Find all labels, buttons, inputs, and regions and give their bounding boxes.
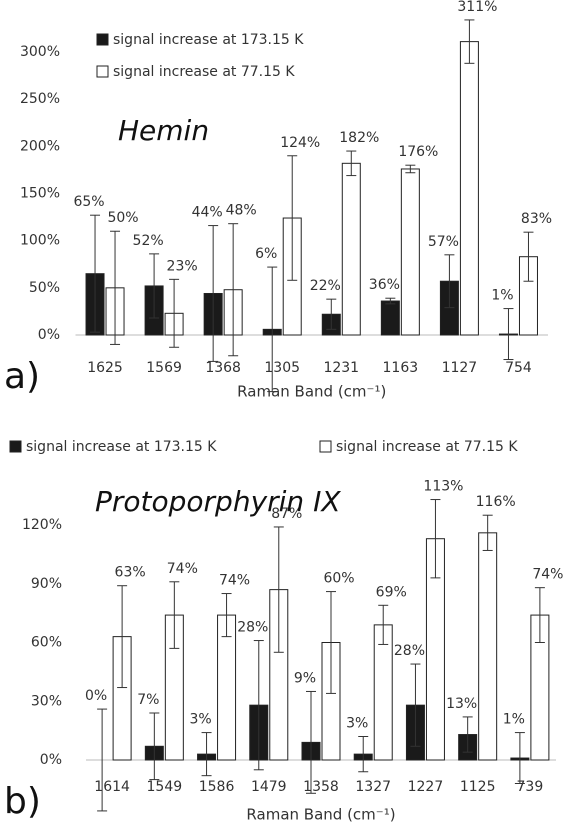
legend-label: signal increase at 173.15 K — [26, 439, 217, 455]
data-label: 9% — [294, 670, 316, 686]
data-label: 1% — [491, 288, 513, 304]
data-label: 182% — [339, 130, 379, 146]
data-label: 176% — [398, 144, 438, 160]
data-label: 65% — [73, 194, 104, 210]
bar — [400, 168, 420, 336]
bar — [459, 41, 479, 336]
data-label: 36% — [369, 277, 400, 293]
bar — [380, 300, 400, 336]
y-tick-label: 250% — [20, 91, 60, 107]
data-label: 116% — [476, 494, 516, 510]
y-tick-label: 0% — [40, 752, 62, 768]
y-tick-label: 90% — [31, 576, 62, 592]
y-tick-label: 0% — [38, 327, 60, 343]
data-label: 44% — [192, 205, 223, 221]
y-tick-label: 60% — [31, 635, 62, 651]
data-label: 1% — [503, 712, 525, 728]
data-label: 63% — [115, 565, 146, 581]
bar — [341, 162, 361, 336]
y-tick-label: 300% — [20, 44, 60, 60]
x-axis-label: Raman Band (cm⁻¹) — [246, 806, 395, 824]
data-label: 50% — [107, 210, 138, 226]
data-label: 87% — [271, 506, 302, 522]
data-label: 74% — [219, 573, 250, 589]
data-label: 23% — [167, 258, 198, 274]
y-tick-label: 200% — [20, 138, 60, 154]
legend-swatch — [319, 440, 332, 453]
y-tick-label: 150% — [20, 186, 60, 202]
data-label: 113% — [423, 479, 463, 495]
x-tick-label: 1479 — [251, 779, 287, 795]
x-tick-label: 1586 — [199, 779, 235, 795]
data-label: 13% — [446, 696, 477, 712]
data-label: 57% — [428, 234, 459, 250]
data-label: 7% — [137, 692, 159, 708]
panel-label: b) — [4, 781, 41, 822]
x-tick-label: 1368 — [205, 360, 241, 376]
chart-title: Protoporphyrin IX — [95, 485, 341, 518]
x-tick-label: 1163 — [383, 360, 419, 376]
data-label: 3% — [346, 716, 368, 732]
data-label: 83% — [521, 211, 552, 227]
data-label: 69% — [376, 584, 407, 600]
y-tick-label: 100% — [20, 233, 60, 249]
data-label: 74% — [532, 567, 563, 583]
data-label: 22% — [310, 278, 341, 294]
y-tick-label: 50% — [29, 280, 60, 296]
data-label: 60% — [323, 571, 354, 587]
data-label: 74% — [167, 561, 198, 577]
x-tick-label: 1227 — [408, 779, 444, 795]
legend-swatch — [96, 33, 109, 46]
x-tick-label: 1305 — [264, 360, 300, 376]
x-tick-label: 1231 — [323, 360, 359, 376]
chart-title: Hemin — [118, 114, 209, 147]
data-label: 3% — [189, 712, 211, 728]
legend-swatch — [9, 440, 22, 453]
x-tick-label: 1358 — [303, 779, 339, 795]
data-label: 48% — [226, 203, 257, 219]
data-label: 28% — [394, 643, 425, 659]
x-tick-label: 1127 — [442, 360, 478, 376]
y-tick-label: 30% — [31, 693, 62, 709]
legend-swatch — [96, 65, 109, 78]
x-tick-label: 754 — [505, 360, 532, 376]
legend-label: signal increase at 173.15 K — [113, 32, 304, 48]
x-tick-label: 1625 — [87, 360, 123, 376]
data-label: 52% — [133, 233, 164, 249]
x-tick-label: 739 — [517, 779, 544, 795]
data-label: 28% — [237, 620, 268, 636]
x-tick-label: 1614 — [94, 779, 130, 795]
data-label: 6% — [255, 246, 277, 262]
data-label: 311% — [457, 0, 497, 15]
bar — [373, 624, 393, 761]
x-tick-label: 1569 — [146, 360, 182, 376]
x-tick-label: 1327 — [355, 779, 391, 795]
x-axis-label: Raman Band (cm⁻¹) — [237, 383, 386, 401]
panel-label: a) — [4, 356, 40, 397]
bar — [478, 532, 498, 761]
x-tick-label: 1549 — [147, 779, 183, 795]
legend-label: signal increase at 77.15 K — [113, 64, 295, 80]
y-tick-label: 120% — [22, 517, 62, 533]
x-tick-label: 1125 — [460, 779, 496, 795]
data-label: 124% — [280, 135, 320, 151]
data-label: 0% — [85, 688, 107, 704]
legend-label: signal increase at 77.15 K — [336, 439, 518, 455]
